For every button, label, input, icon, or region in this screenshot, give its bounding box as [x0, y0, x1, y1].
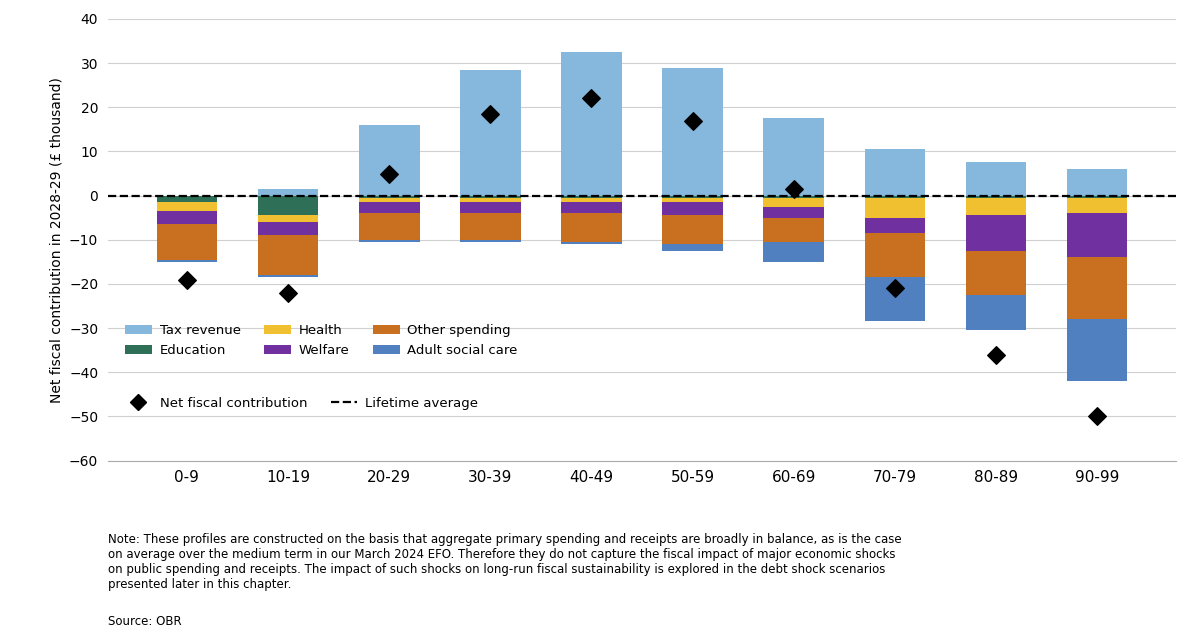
Point: [278, 288, 298, 298]
Bar: [662, 203, 722, 216]
Bar: [156, 225, 217, 260]
Bar: [156, 211, 217, 225]
Legend: Net fiscal contribution, Lifetime average: Net fiscal contribution, Lifetime averag…: [125, 397, 478, 410]
Point: [582, 93, 601, 103]
Bar: [763, 218, 824, 242]
Bar: [258, 222, 318, 235]
Bar: [966, 216, 1026, 251]
Bar: [359, 196, 420, 198]
Point: [986, 350, 1006, 360]
Bar: [864, 150, 925, 196]
Bar: [1067, 198, 1128, 213]
Bar: [763, 207, 824, 218]
Bar: [662, 244, 722, 251]
Bar: [359, 198, 420, 203]
Bar: [460, 203, 521, 213]
Bar: [763, 242, 824, 262]
Bar: [1067, 196, 1128, 198]
Bar: [966, 295, 1026, 331]
Text: Note: These profiles are constructed on the basis that aggregate primary spendin: Note: These profiles are constructed on …: [108, 533, 901, 591]
Bar: [460, 213, 521, 240]
Bar: [966, 196, 1026, 198]
Bar: [562, 213, 622, 242]
Bar: [1067, 257, 1128, 319]
Bar: [864, 196, 925, 198]
Bar: [562, 196, 622, 198]
Bar: [1067, 319, 1128, 381]
Bar: [359, 203, 420, 213]
Bar: [460, 70, 521, 196]
Point: [178, 274, 197, 285]
Bar: [258, 196, 318, 216]
Bar: [1067, 213, 1128, 257]
Bar: [156, 203, 217, 211]
Bar: [966, 198, 1026, 216]
Bar: [966, 251, 1026, 295]
Bar: [562, 203, 622, 213]
Bar: [562, 242, 622, 244]
Bar: [864, 278, 925, 322]
Bar: [662, 198, 722, 203]
Bar: [662, 68, 722, 196]
Bar: [662, 196, 722, 198]
Point: [481, 109, 500, 119]
Bar: [258, 189, 318, 196]
Bar: [763, 119, 824, 196]
Bar: [966, 163, 1026, 196]
Bar: [460, 240, 521, 242]
Bar: [258, 275, 318, 278]
Point: [1087, 411, 1106, 422]
Bar: [763, 198, 824, 207]
Y-axis label: Net fiscal contribution in 2028-29 (£ thousand): Net fiscal contribution in 2028-29 (£ th…: [49, 77, 64, 403]
Bar: [460, 196, 521, 198]
Bar: [562, 52, 622, 196]
Bar: [662, 216, 722, 244]
Bar: [258, 235, 318, 275]
Bar: [460, 198, 521, 203]
Bar: [864, 233, 925, 278]
Point: [886, 283, 905, 293]
Bar: [864, 218, 925, 233]
Text: Source: OBR: Source: OBR: [108, 615, 181, 628]
Bar: [864, 198, 925, 218]
Point: [379, 168, 398, 179]
Point: [683, 115, 702, 126]
Point: [784, 184, 803, 194]
Bar: [359, 240, 420, 242]
Bar: [1067, 169, 1128, 196]
Bar: [359, 125, 420, 196]
Bar: [156, 260, 217, 262]
Bar: [258, 216, 318, 222]
Bar: [562, 198, 622, 203]
Bar: [156, 196, 217, 203]
Bar: [763, 196, 824, 198]
Bar: [359, 213, 420, 240]
